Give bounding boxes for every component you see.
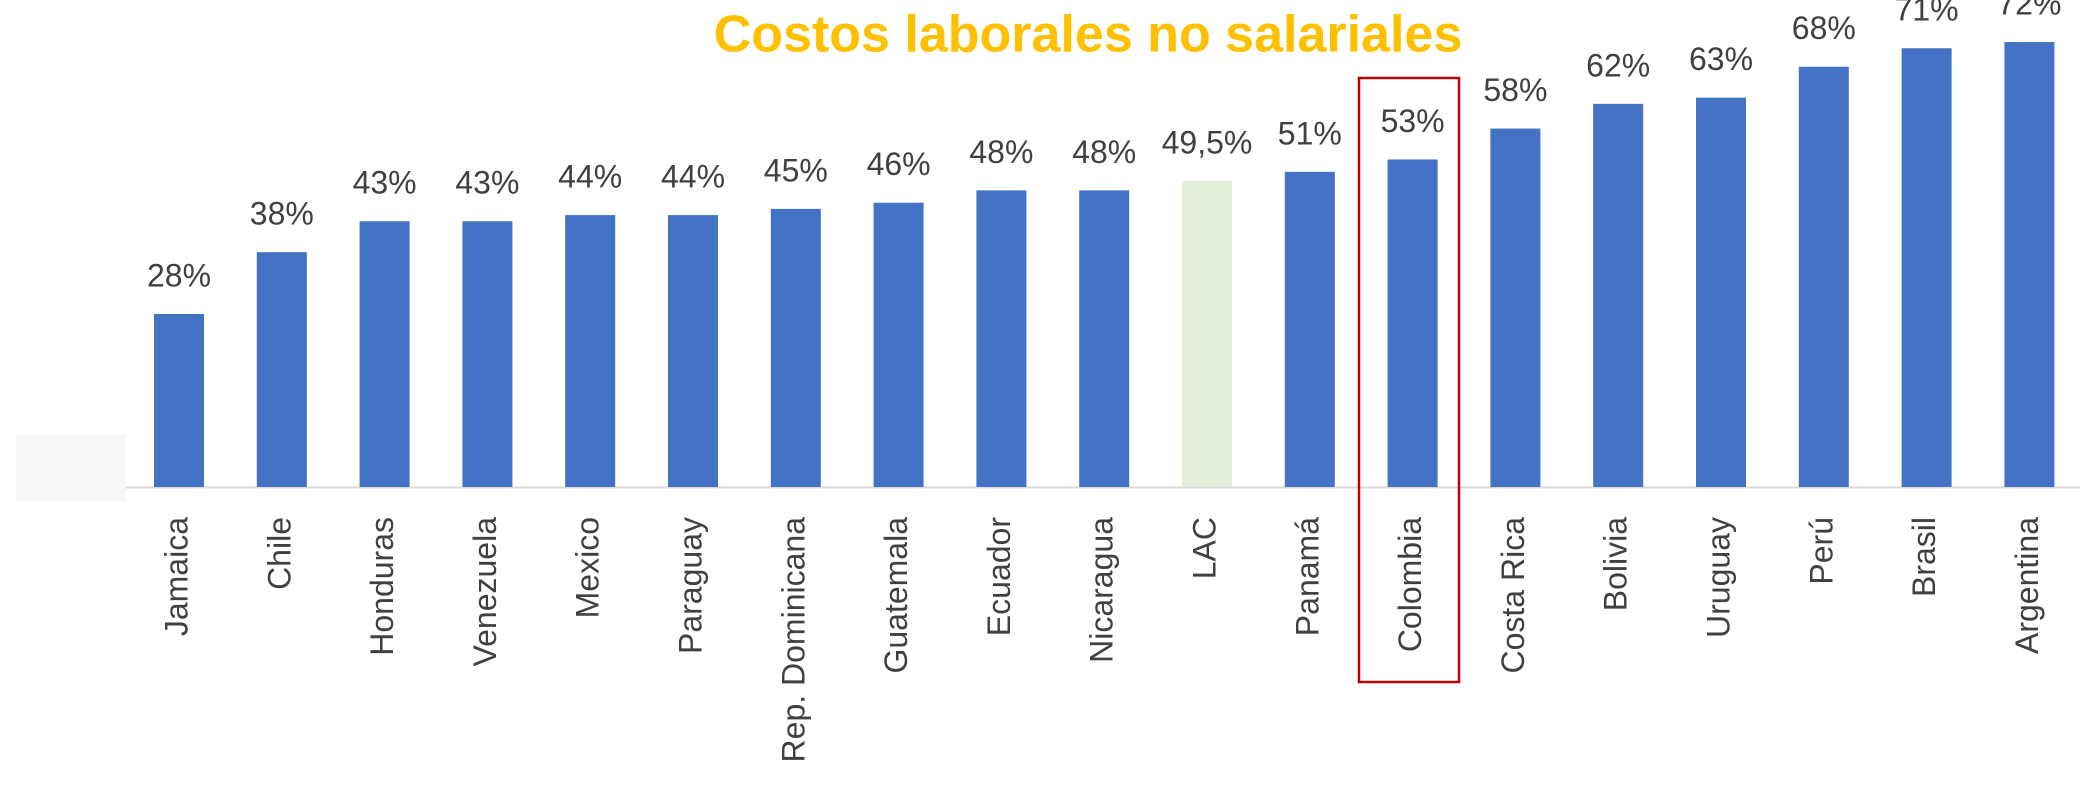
value-label: 44% <box>558 159 622 195</box>
value-label: 71% <box>1895 0 1959 28</box>
x-tick-label: Colombia <box>1392 517 1428 652</box>
x-tick-label: Nicaragua <box>1084 517 1120 663</box>
value-label: 53% <box>1381 103 1445 139</box>
x-tick-label: Paraguay <box>672 517 708 654</box>
value-label: 68% <box>1792 10 1856 46</box>
x-tick-label: Bolivia <box>1598 517 1634 611</box>
bar <box>359 221 410 487</box>
x-tick-label: Argentina <box>2009 517 2045 654</box>
bar <box>154 313 204 487</box>
x-tick-label: Rep. Dominicana <box>775 517 811 763</box>
bar <box>1079 190 1130 488</box>
x-tick-label: Venezuela <box>467 517 503 667</box>
x-tick-label: Ecuador <box>981 517 1017 637</box>
bar <box>770 208 821 487</box>
x-tick-label: LAC <box>1186 517 1222 579</box>
x-tick-label: Chile <box>261 517 297 590</box>
bar <box>873 202 924 487</box>
x-tick-label: Guatemala <box>878 517 914 674</box>
bar <box>1490 128 1541 487</box>
bar <box>256 252 307 487</box>
value-label: 48% <box>969 134 1033 170</box>
bar <box>1387 159 1438 487</box>
value-label: 62% <box>1586 47 1650 83</box>
bar <box>1593 103 1644 487</box>
x-tick-label: Perú <box>1803 517 1839 585</box>
value-label: 43% <box>353 165 417 201</box>
chart-title: Costos laborales no salariales <box>714 6 1463 64</box>
bar <box>1696 97 1746 487</box>
x-tick-label: Mexico <box>570 517 606 618</box>
value-label: 44% <box>661 159 725 195</box>
value-label: 48% <box>1072 134 1136 170</box>
value-label: 46% <box>867 146 931 182</box>
value-label: 43% <box>455 165 519 201</box>
highlight-box <box>1357 76 1461 684</box>
x-tick-label: Costa Rica <box>1495 517 1531 674</box>
value-label: 45% <box>764 152 828 188</box>
value-label: 72% <box>1997 0 2061 21</box>
bar <box>565 215 616 487</box>
x-tick-label: Jamaica <box>158 517 194 636</box>
value-label: 38% <box>250 196 314 232</box>
bar <box>2004 42 2055 487</box>
bar <box>1284 171 1335 487</box>
bar <box>668 215 718 487</box>
bar <box>1182 181 1232 487</box>
background-panel <box>16 435 126 501</box>
bar <box>1798 66 1849 487</box>
x-tick-label: Brasil <box>1906 517 1942 597</box>
x-tick-label: Uruguay <box>1700 517 1736 638</box>
x-tick-label: Honduras <box>364 517 400 656</box>
value-label: 58% <box>1483 72 1547 108</box>
bar <box>462 221 513 487</box>
bar <box>1901 48 1952 487</box>
bar <box>976 190 1027 488</box>
value-label: 49,5% <box>1162 125 1253 161</box>
value-label: 51% <box>1278 115 1342 151</box>
value-label: 28% <box>147 257 211 293</box>
x-tick-label: Panamá <box>1289 517 1325 636</box>
value-label: 63% <box>1689 41 1753 77</box>
